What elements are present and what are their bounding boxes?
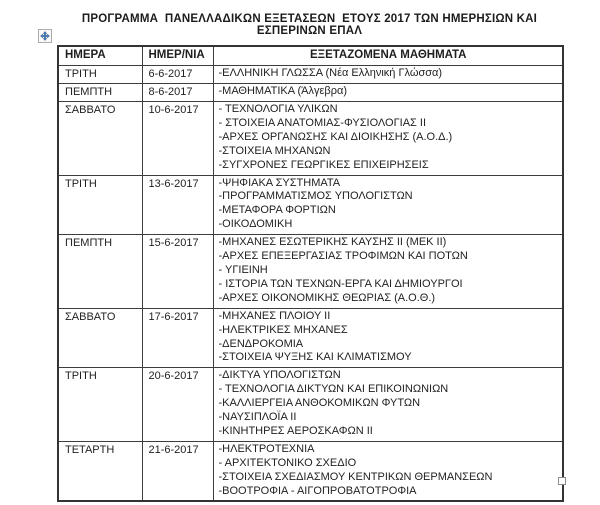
date-cell[interactable]: 8-6-2017 <box>141 83 214 102</box>
subjects-cell[interactable]: -ΗΛΕΚΤΡΟΤΕΧΝΙΑ - ΑΡΧΙΤΕΚΤΟΝΙΚΟ ΣΧΕΔΙΟ -Σ… <box>212 440 564 502</box>
subject-line: -ΜΗΧΑΝΕΣ ΠΛΟΙΟΥ ΙΙ <box>218 309 331 322</box>
subject-line: -ΒΟΟΤΡΟΦΙΑ - ΑΙΓΟΠΡΟΒΑΤΟΤΡΟΦΙΑ <box>218 484 417 497</box>
day-cell[interactable]: ΠΕΜΠΤΗ <box>57 83 143 102</box>
subjects-cell[interactable]: -ΕΛΛΗΝΙΚΗ ΓΛΩΣΣΑ (Νέα Ελληνική Γλώσσα) <box>212 65 564 84</box>
subjects-cell[interactable]: - ΤΕΧΝΟΛΟΓΙΑ ΥΛΙΚΩΝ - ΣΤΟΙΧΕΙΑ ΑΝΑΤΟΜΙΑΣ… <box>212 101 564 176</box>
date-cell[interactable]: 15-6-2017 <box>141 234 214 309</box>
subject-line: -ΟΙΚΟΔΟΜΙΚΗ <box>218 218 293 231</box>
subject-line: - ΤΕΧΝΟΛΟΓΙΑ ΔΙΚΤΥΩΝ ΚΑΙ ΕΠΙΚΟΙΝΩΝΙΩΝ <box>218 383 449 396</box>
subject-line: -ΠΡΟΓΡΑΜΜΑΤΙΣΜΟΣ ΥΠΟΛΟΓΙΣΤΩΝ <box>218 190 413 203</box>
subject-line: -ΨΗΦΙΑΚΑ ΣΥΣΤΗΜΑΤΑ <box>218 176 341 189</box>
subject-line: -ΑΡΧΕΣ ΟΙΚΟΝΟΜΙΚΗΣ ΘΕΩΡΙΑΣ (Α.Ο.Θ.) <box>218 291 436 304</box>
table-row: ΤΡΙΤΗ 13-6-2017 -ΨΗΦΙΑΚΑ ΣΥΣΤΗΜΑΤΑ -ΠΡΟΓ… <box>57 174 564 236</box>
subject-line: -ΑΡΧΕΣ ΟΡΓΑΝΩΣΗΣ ΚΑΙ ΔΙΟΙΚΗΣΗΣ (Α.Ο.Δ.) <box>218 130 453 143</box>
subject-line: -ΚΑΛΛΙΕΡΓΕΙΑ ΑΝΘΟΚΟΜΙΚΩΝ ΦΥΤΩΝ <box>218 397 421 410</box>
subject-line: -ΜΗΧΑΝΕΣ ΕΣΩΤΕΡΙΚΗΣ ΚΑΥΣΗΣ ΙΙ (ΜΕΚ ΙΙ) <box>218 236 447 249</box>
day-cell[interactable]: ΠΕΜΠΤΗ <box>57 234 143 309</box>
subjects-cell[interactable]: -ΔΙΚΤΥΑ ΥΠΟΛΟΓΙΣΤΩΝ - ΤΕΧΝΟΛΟΓΙΑ ΔΙΚΤΥΩΝ… <box>212 367 564 442</box>
day-cell[interactable]: ΤΡΙΤΗ <box>57 174 143 236</box>
table-row: ΠΕΜΠΤΗ 8-6-2017 -ΜΑΘΗΜΑΤΙΚΑ (Άλγεβρα) <box>57 83 564 102</box>
subjects-cell[interactable]: -ΜΗΧΑΝΕΣ ΕΣΩΤΕΡΙΚΗΣ ΚΑΥΣΗΣ ΙΙ (ΜΕΚ ΙΙ) -… <box>212 234 564 309</box>
date-cell[interactable]: 13-6-2017 <box>141 174 214 236</box>
date-cell[interactable]: 6-6-2017 <box>141 65 214 84</box>
subject-line: -ΣΥΓΧΡΟΝΕΣ ΓΕΩΡΓΙΚΕΣ ΕΠΙΧΕΙΡΗΣΕΙΣ <box>218 158 429 171</box>
table-row: ΣΑΒΒΑΤΟ 17-6-2017 -ΜΗΧΑΝΕΣ ΠΛΟΙΟΥ ΙΙ -ΗΛ… <box>57 307 564 369</box>
subject-line: - ΤΕΧΝΟΛΟΓΙΑ ΥΛΙΚΩΝ <box>218 103 338 115</box>
date-cell[interactable]: 17-6-2017 <box>141 307 214 369</box>
day-cell[interactable]: ΤΕΤΑΡΤΗ <box>57 440 143 502</box>
table-resize-handle[interactable] <box>558 477 566 485</box>
subject-line: -ΗΛΕΚΤΡΟΤΕΧΝΙΑ <box>218 442 315 455</box>
subject-line: -ΑΡΧΕΣ ΕΠΕΞΕΡΓΑΣΙΑΣ ΤΡΟΦΙΜΩΝ ΚΑΙ ΠΟΤΩΝ <box>218 250 468 263</box>
subject-line: -ΜΑΘΗΜΑΤΙΚΑ (Άλγεβρα) <box>218 85 348 97</box>
subjects-cell[interactable]: -ΜΑΘΗΜΑΤΙΚΑ (Άλγεβρα) <box>212 83 564 102</box>
subject-line: -ΔΕΝΔΡΟΚΟΜΙΑ <box>218 337 304 350</box>
subject-line: -ΔΙΚΤΥΑ ΥΠΟΛΟΓΙΣΤΩΝ <box>218 369 341 382</box>
subject-line: -ΚΙΝΗΤΗΡΕΣ ΑΕΡΟΣΚΑΦΩΝ ΙΙ <box>218 424 373 437</box>
column-header-day: ΗΜΕΡΑ <box>57 45 143 66</box>
subject-line: - ΑΡΧΙΤΕΚΤΟΝΙΚΟ ΣΧΕΔΙΟ <box>218 456 357 469</box>
date-cell[interactable]: 21-6-2017 <box>141 440 214 502</box>
subjects-cell[interactable]: -ΨΗΦΙΑΚΑ ΣΥΣΤΗΜΑΤΑ -ΠΡΟΓΡΑΜΜΑΤΙΣΜΟΣ ΥΠΟΛ… <box>212 174 564 236</box>
table-row: ΤΡΙΤΗ 6-6-2017 -ΕΛΛΗΝΙΚΗ ΓΛΩΣΣΑ (Νέα Ελλ… <box>57 65 564 84</box>
subject-line: -ΗΛΕΚΤΡΙΚΕΣ ΜΗΧΑΝΕΣ <box>218 323 348 336</box>
day-cell[interactable]: ΣΑΒΒΑΤΟ <box>57 307 143 369</box>
column-header-date: ΗΜΕΡ/ΝΙΑ <box>141 45 214 66</box>
table-move-handle[interactable] <box>38 29 52 43</box>
day-cell[interactable]: ΤΡΙΤΗ <box>57 65 143 84</box>
table-row: ΤΡΙΤΗ 20-6-2017 -ΔΙΚΤΥΑ ΥΠΟΛΟΓΙΣΤΩΝ - ΤΕ… <box>57 367 564 442</box>
column-header-subjects: ΕΞΕΤΑΖΟΜΕΝΑ ΜΑΘΗΜΑΤΑ <box>212 45 564 66</box>
table-row: ΤΕΤΑΡΤΗ 21-6-2017 -ΗΛΕΚΤΡΟΤΕΧΝΙΑ - ΑΡΧΙΤ… <box>57 440 564 502</box>
table-header-row: ΗΜΕΡΑ ΗΜΕΡ/ΝΙΑ ΕΞΕΤΑΖΟΜΕΝΑ ΜΑΘΗΜΑΤΑ <box>57 45 564 66</box>
subject-line: - ΣΤΟΙΧΕΙΑ ΑΝΑΤΟΜΙΑΣ-ΦΥΣΙΟΛΟΓΙΑΣ ΙΙ <box>218 116 427 129</box>
move-cross-icon <box>40 31 50 41</box>
table-row: ΣΑΒΒΑΤΟ 10-6-2017 - ΤΕΧΝΟΛΟΓΙΑ ΥΛΙΚΩΝ - … <box>57 101 564 176</box>
subject-line: - ΥΓΙΕΙΝΗ <box>218 263 268 276</box>
subject-line: -ΝΑΥΣΙΠΛΟΪΑ ΙΙ <box>218 411 297 424</box>
page-title: ΠΡΟΓΡΑΜΜΑ ΠΑΝΕΛΛΑΔΙΚΩΝ ΕΞΕΤΑΣΕΩΝ ΕΤΟΥΣ 2… <box>81 13 541 37</box>
subject-line: -ΣΤΟΙΧΕΙΑ ΜΗΧΑΝΩΝ <box>218 144 331 157</box>
subject-line: -ΣΤΟΙΧΕΙΑ ΨΥΞΗΣ ΚΑΙ ΚΛΙΜΑΤΙΣΜΟΥ <box>218 351 412 364</box>
subject-line: -ΕΛΛΗΝΙΚΗ ΓΛΩΣΣΑ (Νέα Ελληνική Γλώσσα) <box>218 67 443 79</box>
date-cell[interactable]: 10-6-2017 <box>141 101 214 176</box>
date-cell[interactable]: 20-6-2017 <box>141 367 214 442</box>
day-cell[interactable]: ΤΡΙΤΗ <box>57 367 143 442</box>
table-row: ΠΕΜΠΤΗ 15-6-2017 -ΜΗΧΑΝΕΣ ΕΣΩΤΕΡΙΚΗΣ ΚΑΥ… <box>57 234 564 309</box>
day-cell[interactable]: ΣΑΒΒΑΤΟ <box>57 101 143 176</box>
subject-line: -ΣΤΟΙΧΕΙΑ ΣΧΕΔΙΑΣΜΟΥ ΚΕΝΤΡΙΚΩΝ ΘΕΡΜΑΝΣΕΩ… <box>218 470 493 483</box>
subjects-cell[interactable]: -ΜΗΧΑΝΕΣ ΠΛΟΙΟΥ ΙΙ -ΗΛΕΚΤΡΙΚΕΣ ΜΗΧΑΝΕΣ -… <box>212 307 564 369</box>
subject-line: -ΜΕΤΑΦΟΡΑ ΦΟΡΤΙΩΝ <box>218 204 336 217</box>
exam-schedule-table: ΗΜΕΡΑ ΗΜΕΡ/ΝΙΑ ΕΞΕΤΑΖΟΜΕΝΑ ΜΑΘΗΜΑΤΑ ΤΡΙΤ… <box>57 45 564 503</box>
subject-line: - ΙΣΤΟΡΙΑ ΤΩΝ ΤΕΧΝΩΝ-ΕΡΓΑ ΚΑΙ ΔΗΜΙΟΥΡΓΟΙ <box>218 277 463 290</box>
